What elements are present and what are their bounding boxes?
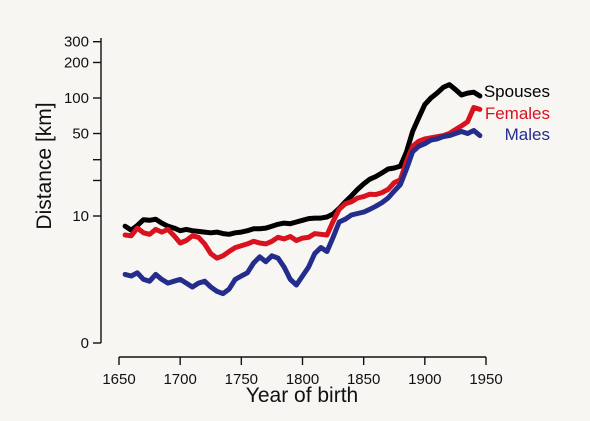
y-tick-label: 300 — [64, 34, 89, 51]
series-line-females — [122, 105, 483, 261]
series-layer — [122, 82, 483, 297]
x-tick-label: 1950 — [469, 371, 502, 388]
y-tick-label: 100 — [64, 90, 89, 107]
x-tick-label: 1900 — [408, 371, 441, 388]
y-tick-label: 0 — [81, 335, 89, 352]
y-axis-title: Distance [km] — [33, 102, 56, 229]
y-tick-label: 200 — [64, 54, 89, 71]
legend-label-males: Males — [505, 125, 550, 144]
x-tick-label: 1750 — [225, 371, 258, 388]
series-line-males — [122, 128, 483, 297]
x-tick-label: 1800 — [286, 371, 319, 388]
legend-label-females: Females — [485, 104, 550, 123]
x-tick-label: 1650 — [102, 371, 135, 388]
series-line-spouses — [122, 82, 483, 237]
legend: Spouses Females Males — [484, 82, 550, 144]
y-tick-label: 50 — [72, 126, 89, 143]
x-tick-label: 1850 — [347, 371, 380, 388]
y-tick-label: 10 — [72, 208, 89, 225]
axes: 0 10 50 100 200 300 1650 1700 1750 1800 1850 1900 19… — [64, 34, 503, 388]
x-axis-title: Year of birth — [246, 384, 358, 407]
x-tick-label: 1700 — [163, 371, 196, 388]
legend-label-spouses: Spouses — [484, 82, 550, 101]
